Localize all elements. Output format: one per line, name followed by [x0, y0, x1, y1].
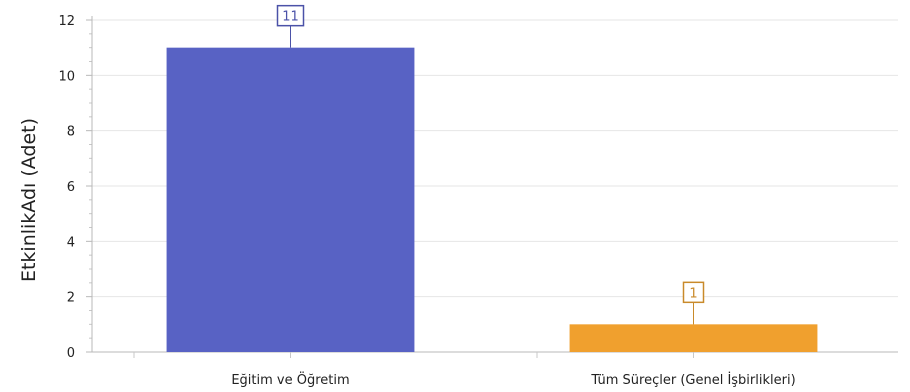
data-label-2: 1 [689, 286, 697, 301]
y-axis-title: EtkinlikAdı (Adet) [18, 118, 40, 282]
y-tick-labels: 0 2 4 6 8 10 12 [58, 14, 75, 361]
x-tick-labels: Eğitim ve Öğretim Tüm Süreçler (Genel İşb… [231, 371, 795, 388]
data-label-1: 11 [282, 10, 299, 25]
bar-1 [166, 47, 415, 353]
bar-2 [569, 324, 818, 352]
x-tick-label: Eğitim ve Öğretim [231, 371, 349, 388]
y-tick-label: 6 [67, 180, 75, 195]
y-tick-label: 4 [67, 235, 75, 250]
y-tick-label: 10 [58, 69, 75, 84]
x-tick-label: Tüm Süreçler (Genel İşbirlikleri) [590, 372, 795, 388]
data-labels: 111 [276, 4, 705, 325]
y-tick-label: 0 [67, 346, 75, 361]
data-label-box-1 [276, 4, 305, 27]
y-tick-label: 8 [67, 125, 75, 140]
data-label-box-2 [682, 281, 705, 304]
y-tick-label: 2 [67, 291, 75, 306]
bars [166, 47, 818, 353]
y-tick-label: 12 [58, 14, 75, 29]
